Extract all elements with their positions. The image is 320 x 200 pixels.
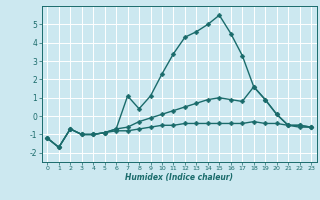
X-axis label: Humidex (Indice chaleur): Humidex (Indice chaleur) [125, 173, 233, 182]
